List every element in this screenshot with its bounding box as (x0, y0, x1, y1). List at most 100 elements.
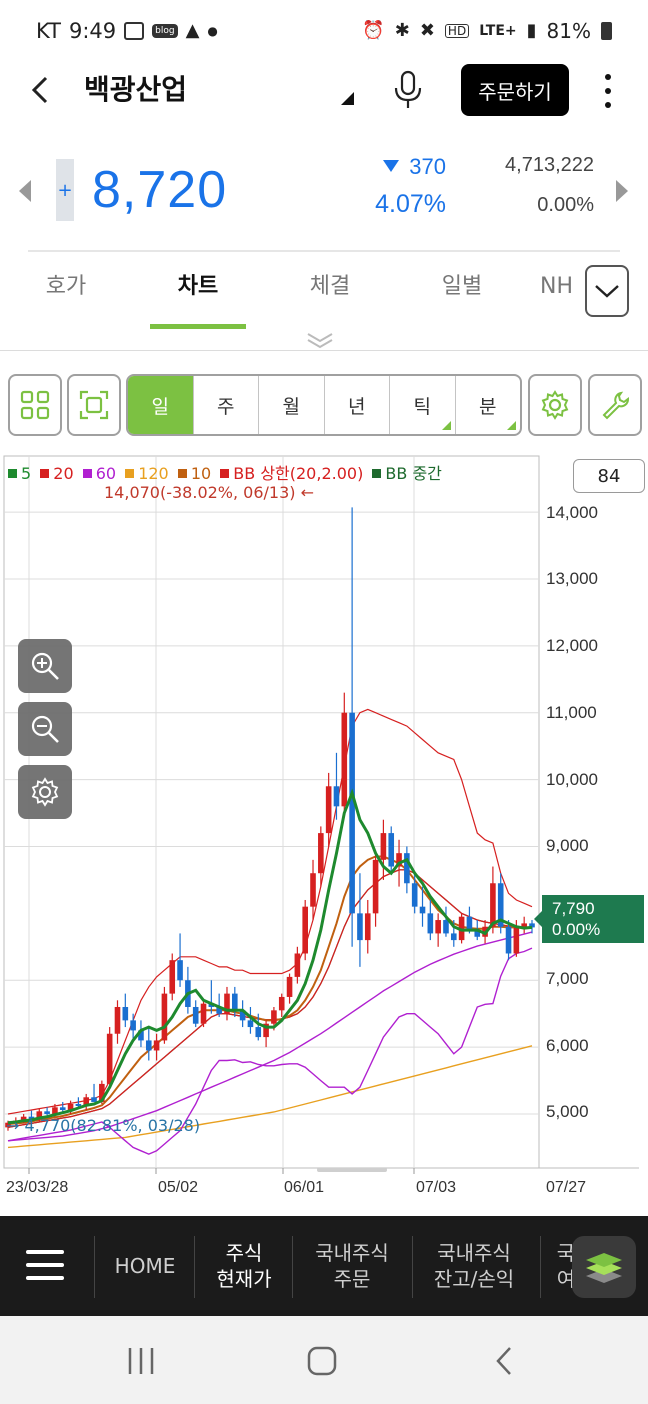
candle-body (302, 906, 308, 954)
tab-trades[interactable]: 체결 (309, 274, 351, 299)
down-triangle-icon (383, 160, 400, 172)
candle-body (419, 906, 426, 914)
nav-stock-quote[interactable]: 주식 현재가 (216, 1241, 272, 1291)
wrench-icon[interactable] (588, 374, 642, 436)
candle-body (145, 1040, 152, 1051)
dropdown-triangle-icon[interactable] (341, 92, 354, 105)
current-price-tag-pct: 0.00% (552, 920, 601, 939)
back-icon[interactable] (484, 1344, 524, 1380)
bluetooth-icon: ✱ (394, 20, 410, 41)
bb-middle-line (7, 869, 532, 1128)
plus-tab[interactable]: + (56, 159, 74, 221)
candle-body (138, 1030, 144, 1041)
grid-layout-icon[interactable] (8, 374, 62, 436)
prev-stock-arrow-icon[interactable] (19, 180, 31, 202)
high-annotation-text: 14,070(-38.02%, 06/13) (104, 483, 296, 502)
ma120-line (7, 1045, 533, 1149)
candle-body (232, 993, 238, 1011)
ma5-line (7, 788, 533, 1125)
period-month[interactable]: 월 (259, 376, 325, 434)
hamburger-menu-icon[interactable] (26, 1250, 64, 1280)
candle-body (200, 1003, 207, 1024)
legend-bb-upper-label: BB 상한(20,2.00) (233, 464, 364, 483)
divider (28, 250, 620, 252)
zoom-out-icon[interactable] (18, 702, 72, 756)
period-week-label: 주 (217, 395, 235, 418)
candle-body (443, 920, 449, 934)
candle-body (192, 1006, 199, 1024)
microphone-icon[interactable] (390, 68, 426, 112)
candle-body (83, 1097, 90, 1106)
price-change: 370 (300, 154, 446, 180)
gallery-notification-icon (124, 22, 145, 40)
carrier-label: KT (36, 19, 61, 43)
candle-body (364, 913, 371, 941)
candle-body (318, 833, 324, 874)
candle-body (427, 913, 434, 934)
chart-canvas[interactable] (0, 452, 648, 1208)
scroll-indicator (317, 1168, 387, 1172)
trade-volume: 4,713,222 (505, 154, 594, 176)
candle-body (67, 1103, 74, 1110)
tab-orderbook[interactable]: 호가 (45, 274, 87, 299)
ma60-line (7, 931, 533, 1142)
nav-home[interactable]: HOME (114, 1254, 176, 1278)
x-tick-label: 23/03/28 (6, 1179, 69, 1196)
settings-gear-icon[interactable] (528, 374, 582, 436)
chart-toolbar: 일 주 월 년 틱 분 (0, 374, 648, 436)
chart-settings-icon[interactable] (18, 765, 72, 819)
next-stock-arrow-icon[interactable] (616, 180, 628, 202)
period-month-label: 월 (282, 395, 300, 418)
y-tick-label: 7,000 (546, 969, 589, 988)
y-tick-label: 14,000 (546, 503, 598, 522)
signal-icon: ▮ (526, 20, 537, 41)
period-year[interactable]: 년 (325, 376, 390, 434)
tab-more-chevron-icon[interactable] (585, 265, 629, 317)
tab-nh[interactable]: NH (540, 274, 573, 299)
candle-count-box[interactable]: 84 (573, 459, 645, 493)
candle-body (474, 930, 481, 937)
x-tick-label: 07/03 (416, 1179, 457, 1196)
period-day[interactable]: 일 (128, 376, 194, 434)
system-nav-bar (0, 1316, 648, 1404)
battery-icon (601, 22, 612, 40)
x-tick-label: 07/27 (546, 1179, 587, 1196)
candle-body (239, 1010, 246, 1021)
nav-domestic-order[interactable]: 국내주식 주문 (315, 1241, 389, 1291)
candle-body (153, 1040, 160, 1051)
more-vertical-icon[interactable] (594, 70, 622, 112)
candle-body (396, 853, 402, 867)
back-arrow-icon[interactable] (22, 70, 62, 110)
nav-domestic-balance[interactable]: 국내주식 잔고/손익 (433, 1241, 515, 1291)
recent-apps-icon[interactable] (122, 1344, 162, 1380)
x-tick-label: 06/01 (284, 1179, 325, 1196)
home-icon[interactable] (302, 1344, 342, 1380)
current-price: 8,720 (92, 161, 228, 219)
tab-chart[interactable]: 차트 (177, 274, 219, 299)
layers-icon[interactable] (572, 1236, 636, 1298)
order-button[interactable]: 주문하기 (461, 64, 569, 116)
nav-separator (540, 1236, 541, 1298)
right-arrow-icon: → (6, 1116, 20, 1135)
legend-ma10-label: 10 (190, 464, 212, 483)
bell-notification-icon: ▲ (185, 20, 200, 41)
candle-body (490, 883, 496, 927)
legend-ma120-label: 120 (138, 464, 169, 483)
price-change-pct: 4.07% (375, 190, 446, 218)
price-change-value: 370 (409, 154, 446, 179)
candle-body (341, 712, 348, 807)
stock-name[interactable]: 백광산업 (84, 73, 188, 106)
zoom-in-icon[interactable] (18, 639, 72, 693)
price-chart[interactable]: 5 20 60 120 10 BB 상한(20,2.00) BB 중간 14,0… (0, 452, 648, 1208)
nav-separator (292, 1236, 293, 1298)
tab-daily[interactable]: 일별 (441, 274, 483, 299)
period-tick[interactable]: 틱 (390, 376, 456, 434)
period-week[interactable]: 주 (194, 376, 259, 434)
collapse-chevron-icon[interactable] (300, 330, 340, 350)
period-minute[interactable]: 분 (456, 376, 521, 434)
candle-body (130, 1020, 136, 1031)
candle-body (75, 1103, 82, 1106)
legend-ma5: 5 (8, 464, 31, 483)
fullscreen-icon[interactable] (67, 374, 121, 436)
